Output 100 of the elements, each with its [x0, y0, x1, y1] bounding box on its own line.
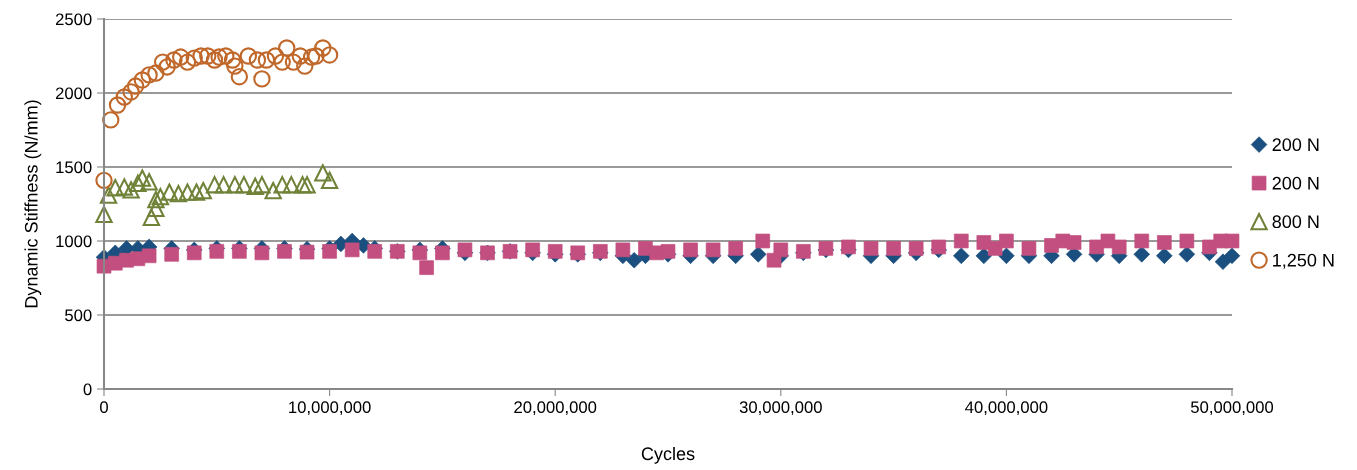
point: [205, 176, 224, 194]
legend-label: 800 N: [1272, 215, 1319, 229]
y-tick-label: 1500: [56, 161, 92, 174]
point: [115, 88, 133, 106]
point: [705, 242, 721, 258]
point: [205, 51, 224, 69]
point: [192, 47, 210, 65]
legend-label: 200 N: [1272, 138, 1319, 152]
y-tick-label: 500: [65, 309, 92, 322]
point: [254, 245, 270, 261]
point: [129, 174, 147, 192]
point: [141, 248, 157, 264]
x-tick-label: 20,000,000: [514, 401, 597, 416]
point: [307, 47, 325, 65]
legend-label: 200 N: [1272, 176, 1319, 190]
point: [95, 205, 113, 224]
point: [728, 241, 743, 256]
point: [99, 186, 118, 204]
point: [273, 176, 291, 194]
point: [122, 83, 140, 101]
point: [266, 47, 285, 65]
x-tick-label: 10,000,000: [289, 401, 371, 416]
point: [187, 183, 206, 201]
point: [1223, 247, 1241, 265]
point: [273, 53, 291, 71]
point: [108, 96, 127, 114]
point: [293, 176, 312, 194]
point: [133, 169, 152, 187]
point: [199, 47, 217, 65]
point: [217, 47, 235, 65]
point: [314, 164, 332, 182]
point: [235, 176, 253, 194]
point: [257, 51, 276, 69]
point: [147, 199, 165, 218]
point: [314, 39, 332, 57]
point: [284, 53, 303, 71]
point: [185, 49, 203, 67]
point: [115, 178, 133, 196]
point: [278, 39, 296, 57]
y-tick-label: 1000: [56, 235, 92, 248]
y-tick-label: 2500: [55, 13, 92, 26]
x-tick-label: 50,000,000: [1190, 401, 1274, 416]
point: [122, 181, 140, 199]
point: [302, 48, 321, 66]
point: [1224, 233, 1240, 249]
point: [660, 244, 676, 259]
point: [547, 244, 563, 259]
point: [158, 58, 176, 76]
point: [102, 111, 120, 129]
point: [147, 64, 165, 82]
point: [1111, 239, 1127, 255]
point: [298, 176, 316, 194]
point: [106, 179, 124, 197]
point: [160, 183, 179, 201]
point: [253, 70, 271, 88]
point: [299, 244, 315, 260]
point: [165, 51, 183, 69]
point: [246, 177, 264, 195]
point: [320, 46, 339, 64]
point: [164, 247, 179, 262]
point: [153, 53, 172, 71]
legend-label: 1,250 N: [1273, 253, 1334, 269]
point: [291, 47, 309, 65]
point: [223, 51, 242, 69]
point: [239, 47, 258, 65]
point: [194, 182, 212, 200]
x-tick-label: 40,000,000: [965, 401, 1048, 416]
point: [226, 176, 244, 194]
point: [140, 173, 158, 191]
point: [953, 233, 969, 249]
point: [282, 176, 300, 194]
y-tick-label: 0: [83, 383, 92, 396]
point: [151, 187, 170, 206]
point: [226, 57, 244, 75]
x-axis-title: Cycles: [641, 446, 695, 464]
point: [320, 171, 339, 189]
point: [210, 48, 228, 66]
point: [322, 244, 337, 259]
point: [178, 183, 197, 201]
point: [367, 244, 383, 259]
point: [140, 66, 158, 84]
point: [296, 57, 314, 75]
point: [253, 176, 271, 194]
point: [214, 176, 233, 194]
point: [264, 182, 282, 200]
point: [178, 53, 197, 71]
point: [248, 51, 267, 69]
point: [172, 48, 190, 66]
point: [615, 242, 631, 258]
point: [95, 171, 113, 189]
point: [133, 71, 152, 89]
point: [126, 77, 145, 95]
x-tick-label: 30,000,000: [739, 401, 822, 416]
point: [169, 184, 188, 203]
y-tick-label: 2000: [55, 87, 92, 100]
y-axis-title: Dynamic Stiffness (N/mm): [24, 100, 42, 308]
point: [147, 190, 165, 209]
point: [230, 68, 249, 86]
point: [755, 233, 771, 249]
point: [142, 208, 161, 226]
